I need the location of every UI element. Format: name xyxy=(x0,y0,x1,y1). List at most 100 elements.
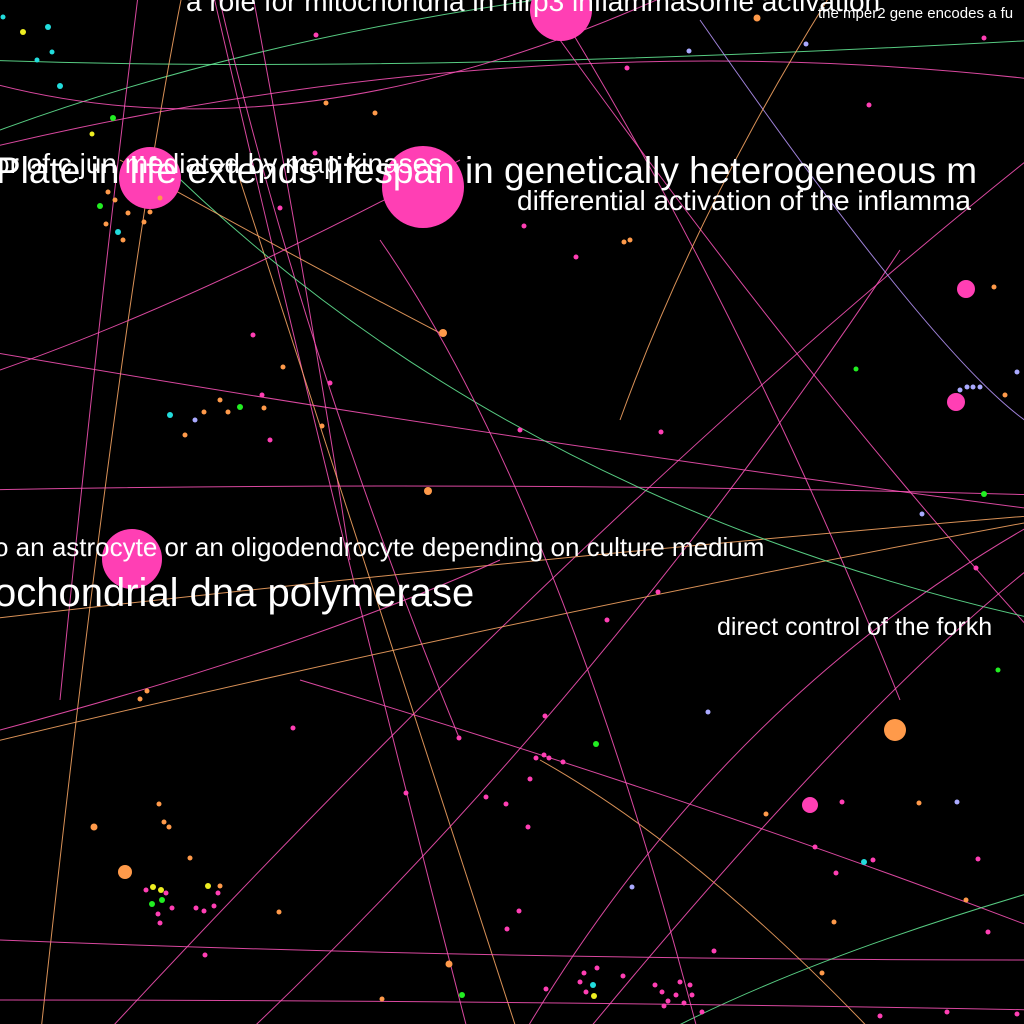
graph-node[interactable] xyxy=(267,437,273,443)
graph-node[interactable] xyxy=(954,799,960,805)
graph-node[interactable] xyxy=(527,776,533,782)
graph-node[interactable] xyxy=(403,790,409,796)
graph-node[interactable] xyxy=(112,197,118,203)
graph-node[interactable] xyxy=(161,819,167,825)
graph-node[interactable] xyxy=(439,329,447,337)
graph-node[interactable] xyxy=(521,223,527,229)
graph-node[interactable] xyxy=(975,856,981,862)
graph-node[interactable] xyxy=(944,1009,950,1015)
graph-node[interactable] xyxy=(655,589,661,595)
graph-node[interactable] xyxy=(125,210,131,216)
graph-node[interactable] xyxy=(137,696,143,702)
graph-node[interactable] xyxy=(543,986,549,992)
graph-node[interactable] xyxy=(90,823,98,831)
graph-node[interactable] xyxy=(594,965,600,971)
graph-node[interactable] xyxy=(97,203,103,209)
graph-node[interactable] xyxy=(110,115,116,121)
graph-node[interactable] xyxy=(530,0,592,41)
graph-node[interactable] xyxy=(211,903,217,909)
graph-node[interactable] xyxy=(681,1000,687,1006)
graph-node[interactable] xyxy=(45,24,51,30)
graph-node[interactable] xyxy=(261,405,267,411)
graph-node[interactable] xyxy=(581,970,587,976)
graph-node[interactable] xyxy=(624,65,630,71)
graph-node[interactable] xyxy=(456,735,462,741)
graph-node[interactable] xyxy=(150,884,156,890)
graph-node[interactable] xyxy=(187,855,193,861)
graph-node[interactable] xyxy=(201,409,207,415)
graph-node[interactable] xyxy=(379,996,385,1002)
graph-node[interactable] xyxy=(115,229,121,235)
graph-node[interactable] xyxy=(604,617,610,623)
graph-node[interactable] xyxy=(661,1003,667,1009)
graph-node[interactable] xyxy=(89,131,95,137)
graph-node[interactable] xyxy=(620,973,626,979)
graph-node[interactable] xyxy=(687,982,693,988)
graph-node[interactable] xyxy=(483,794,489,800)
graph-node[interactable] xyxy=(372,110,378,116)
graph-node[interactable] xyxy=(105,189,111,195)
graph-node[interactable] xyxy=(237,404,243,410)
graph-node[interactable] xyxy=(119,147,181,209)
graph-node[interactable] xyxy=(201,908,207,914)
graph-node[interactable] xyxy=(673,992,679,998)
graph-node[interactable] xyxy=(1014,1011,1020,1017)
graph-node[interactable] xyxy=(517,427,523,433)
graph-node[interactable] xyxy=(577,979,583,985)
graph-node[interactable] xyxy=(877,1013,883,1019)
graph-node[interactable] xyxy=(259,392,265,398)
graph-node[interactable] xyxy=(533,755,539,761)
graph-node[interactable] xyxy=(541,752,547,758)
graph-node[interactable] xyxy=(459,992,465,998)
graph-node[interactable] xyxy=(34,57,40,63)
graph-node[interactable] xyxy=(652,982,658,988)
graph-node[interactable] xyxy=(753,14,761,22)
graph-node[interactable] xyxy=(591,993,597,999)
graph-node[interactable] xyxy=(103,221,109,227)
graph-node[interactable] xyxy=(147,209,153,215)
graph-node[interactable] xyxy=(157,920,163,926)
graph-node[interactable] xyxy=(973,565,979,571)
graph-node[interactable] xyxy=(327,380,333,386)
graph-node[interactable] xyxy=(963,897,969,903)
graph-node[interactable] xyxy=(711,948,717,954)
graph-node[interactable] xyxy=(313,32,319,38)
label-mper2[interactable]: the mper2 gene encodes a fu xyxy=(818,5,1014,22)
graph-node[interactable] xyxy=(919,511,925,517)
graph-node[interactable] xyxy=(583,989,589,995)
graph-node[interactable] xyxy=(957,280,975,298)
graph-node[interactable] xyxy=(991,284,997,290)
graph-node[interactable] xyxy=(659,989,665,995)
graph-node[interactable] xyxy=(977,384,983,390)
label-astrocyte[interactable]: o an astrocyte or an oligodendrocyte dep… xyxy=(0,532,765,562)
graph-node[interactable] xyxy=(995,667,1001,673)
graph-node[interactable] xyxy=(424,487,432,495)
graph-node[interactable] xyxy=(884,719,906,741)
graph-node[interactable] xyxy=(658,429,664,435)
graph-node[interactable] xyxy=(839,799,845,805)
graph-node[interactable] xyxy=(861,859,867,865)
graph-node[interactable] xyxy=(957,387,963,393)
graph-node[interactable] xyxy=(981,491,987,497)
label-lifespan[interactable]: Plate in life extends lifespan in geneti… xyxy=(0,150,978,191)
graph-node[interactable] xyxy=(763,811,769,817)
graph-node[interactable] xyxy=(985,929,991,935)
graph-node[interactable] xyxy=(689,992,695,998)
graph-node[interactable] xyxy=(833,870,839,876)
graph-node[interactable] xyxy=(20,29,26,35)
graph-node[interactable] xyxy=(120,237,126,243)
graph-node[interactable] xyxy=(159,897,165,903)
graph-node[interactable] xyxy=(202,952,208,958)
graph-node[interactable] xyxy=(276,909,282,915)
label-mito-nlrp3[interactable]: a role for mitochondria in nlrp3 inflamm… xyxy=(186,0,881,17)
graph-node[interactable] xyxy=(225,409,231,415)
graph-node[interactable] xyxy=(803,41,809,47)
graph-node[interactable] xyxy=(217,883,223,889)
graph-node[interactable] xyxy=(158,887,164,893)
graph-node[interactable] xyxy=(802,797,818,813)
graph-node[interactable] xyxy=(169,905,175,911)
graph-node[interactable] xyxy=(627,237,633,243)
graph-node[interactable] xyxy=(319,423,325,429)
graph-node[interactable] xyxy=(705,709,711,715)
